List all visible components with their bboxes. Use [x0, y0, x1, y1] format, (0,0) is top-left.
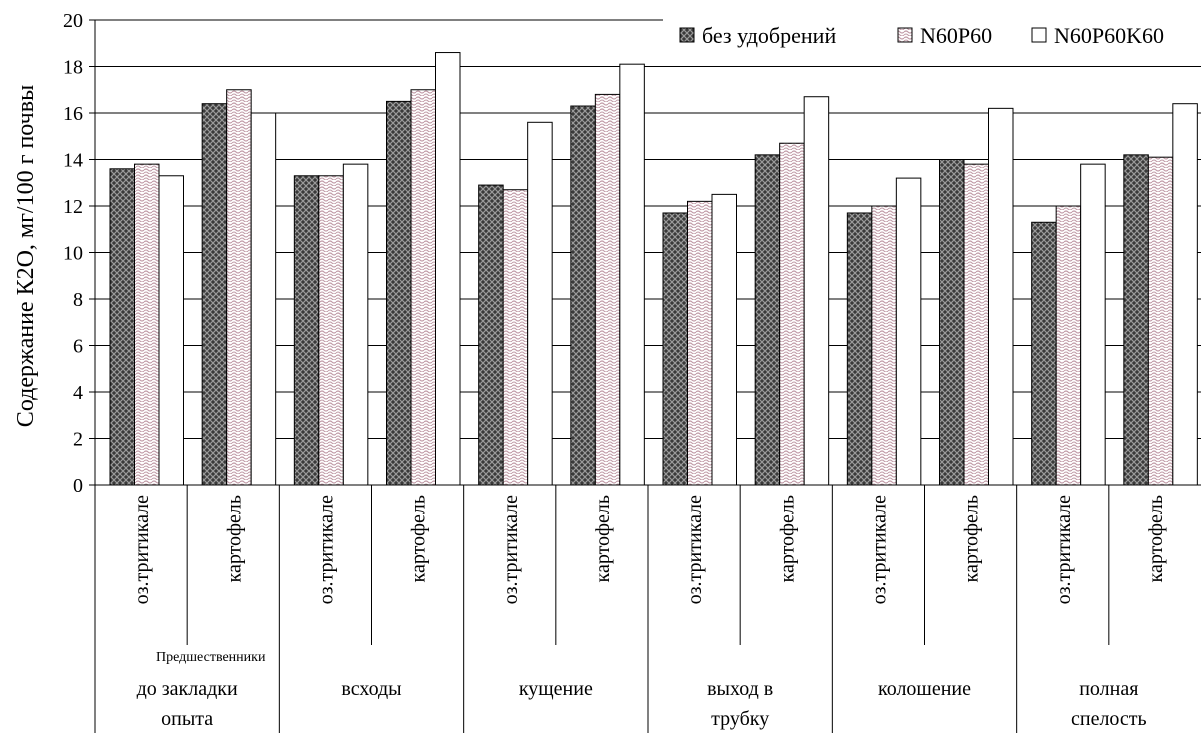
y-tick-label: 10	[63, 243, 83, 265]
bar	[662, 212, 688, 486]
bar	[109, 168, 135, 486]
category-label: оз.тритикале	[868, 495, 890, 604]
legend: без удобрений N60P60 N60P60K60	[663, 16, 1201, 52]
bar	[963, 163, 989, 486]
category-label: картофель	[776, 495, 798, 582]
bar	[711, 193, 737, 486]
bar	[201, 103, 228, 486]
group-label: выход в	[707, 678, 773, 700]
bar	[846, 212, 873, 486]
category-label: оз.тритикале	[315, 495, 337, 604]
axes	[94, 20, 1201, 733]
legend-swatch	[1031, 27, 1047, 43]
bar	[250, 112, 277, 486]
group-label: опыта	[161, 708, 213, 730]
category-label: оз.тритикале	[131, 495, 153, 604]
bar	[158, 175, 184, 486]
category-label: оз.тритикале	[1053, 495, 1075, 604]
bar	[435, 52, 461, 486]
y-tick-label: 4	[73, 382, 83, 404]
group-label: трубку	[711, 708, 769, 730]
bar	[502, 189, 529, 486]
bars	[109, 52, 1198, 486]
bar	[594, 93, 621, 486]
y-tick-label: 14	[63, 150, 83, 172]
bar	[318, 175, 344, 486]
legend-background	[663, 16, 1201, 52]
legend-swatch	[679, 27, 695, 43]
bar	[871, 205, 897, 486]
bar	[134, 163, 160, 486]
group-label: полная	[1079, 678, 1138, 700]
bar	[754, 154, 781, 486]
category-label: оз.тритикале	[684, 495, 706, 604]
group-label: до закладки	[137, 678, 238, 700]
group-label: всходы	[341, 678, 401, 700]
group-label: спелость	[1071, 708, 1147, 730]
y-tick-label: 12	[63, 196, 83, 218]
y-tick-label: 8	[73, 289, 83, 311]
bar	[619, 63, 645, 486]
y-axis-label: Содержание К2О, мг/100 г почвы	[13, 85, 39, 427]
bar	[687, 200, 713, 486]
bar	[988, 107, 1014, 486]
category-label: картофель	[1145, 495, 1167, 582]
bar	[570, 105, 596, 486]
bar	[1080, 163, 1106, 486]
bar	[779, 142, 805, 486]
y-tick-label: 6	[73, 336, 83, 358]
group-label: кущение	[519, 678, 593, 700]
y-tick-label: 20	[63, 10, 83, 32]
y-tick-label: 2	[73, 429, 83, 451]
y-tick-label: 16	[63, 103, 83, 125]
category-label: картофель	[961, 495, 983, 582]
legend-swatch	[897, 27, 913, 43]
y-tick-label: 0	[73, 475, 83, 497]
bar	[293, 175, 320, 486]
category-label: картофель	[592, 495, 614, 582]
bar	[803, 96, 830, 486]
bar	[1123, 154, 1149, 486]
bar	[1031, 221, 1057, 486]
bar	[386, 100, 412, 486]
y-axis-ticks: 0 2 4 6 8 10 12 14 16 18 20	[63, 10, 95, 497]
x-group-labels: до закладки опыта всходы кущение выход в труб…	[137, 678, 1147, 730]
legend-label: без удобрений	[702, 23, 836, 48]
bar	[478, 184, 504, 486]
bar	[342, 163, 369, 486]
group-label: колошение	[878, 678, 971, 700]
bar	[527, 121, 553, 486]
x-category-labels: оз.тритикале картофель оз.тритикале картофе…	[131, 495, 1167, 604]
y-tick-label: 18	[63, 57, 83, 79]
bar	[1172, 103, 1198, 486]
bar	[939, 159, 965, 486]
bar	[895, 177, 922, 486]
bar	[410, 89, 436, 486]
legend-label: N60P60K60	[1054, 23, 1164, 48]
category-label: оз.тритикале	[500, 495, 522, 604]
bar	[1055, 205, 1082, 486]
category-label: картофель	[223, 495, 245, 582]
category-label: картофель	[408, 495, 430, 582]
legend-label: N60P60	[920, 23, 992, 48]
bar	[226, 89, 252, 486]
annotation: Предшественники	[156, 650, 266, 665]
bar	[1147, 156, 1174, 486]
